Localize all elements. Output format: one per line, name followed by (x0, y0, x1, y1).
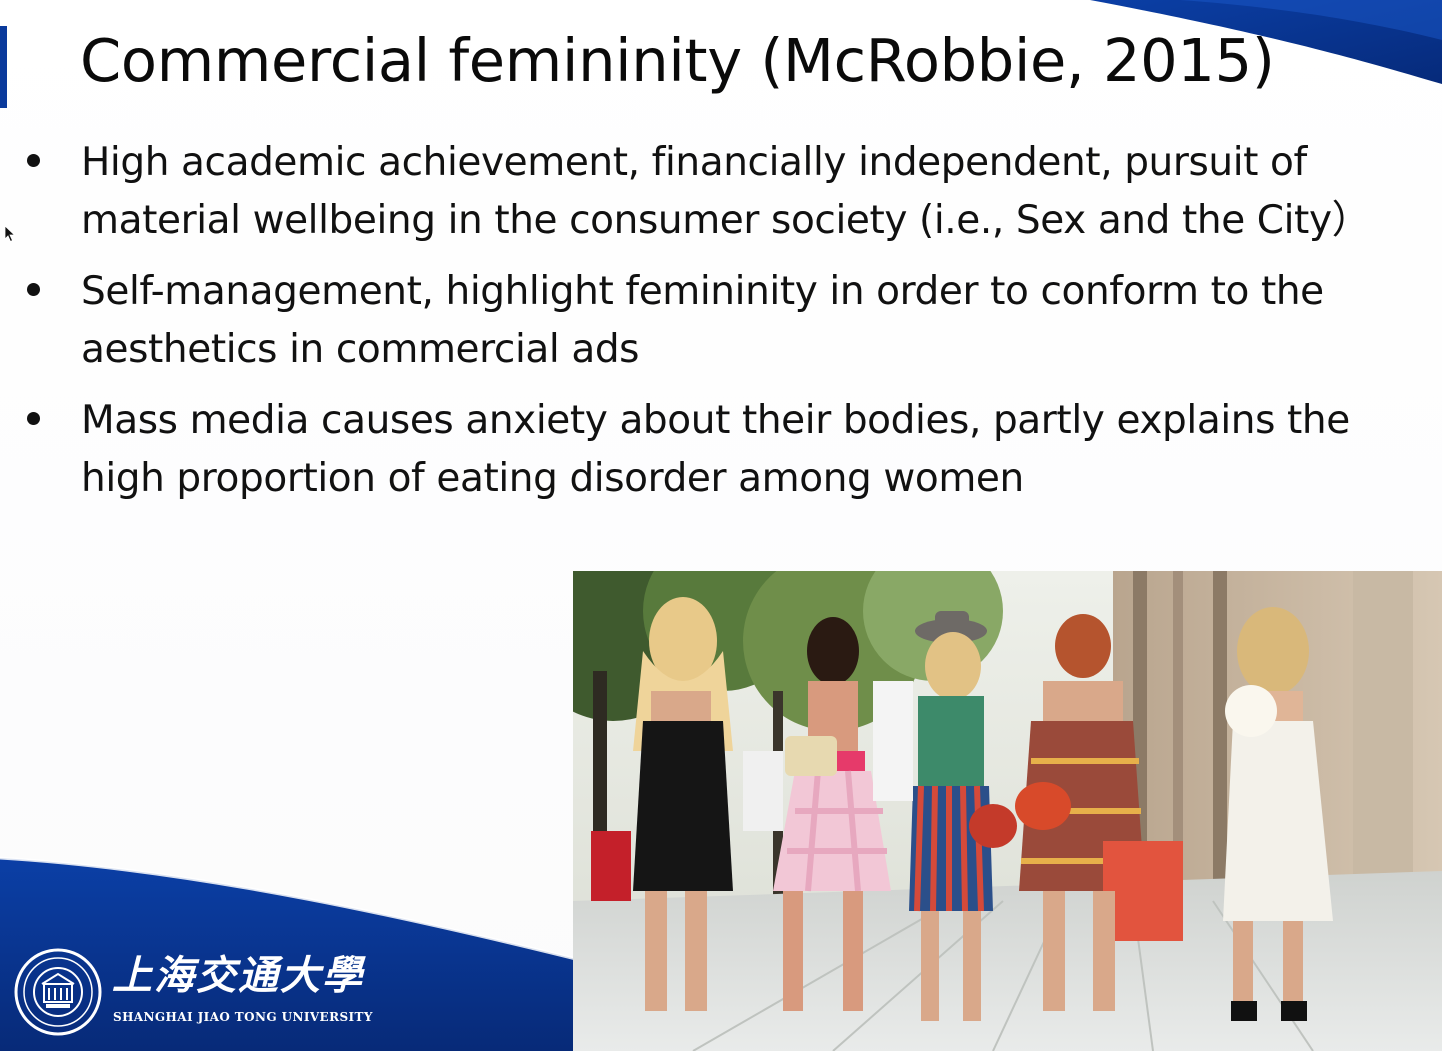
bullet-dot-icon (27, 154, 40, 167)
university-logo: 上海交通大學 SHANGHAI JIAO TONG UNIVERSITY (14, 946, 372, 1036)
bullet-dot-icon (27, 283, 40, 296)
bottom-left-band (0, 858, 600, 1051)
bottom-left-band-edge (0, 856, 601, 967)
top-right-swoosh-highlight (1180, 0, 1442, 40)
university-name-english: SHANGHAI JIAO TONG UNIVERSITY (113, 1010, 373, 1024)
university-seal-icon (14, 948, 102, 1036)
bullet-dot-icon (27, 412, 40, 425)
person-striped-skirt (873, 611, 1017, 1021)
bullet-item: Self-management, highlight femininity in… (0, 263, 1442, 379)
left-accent-bar (0, 26, 7, 108)
person-black-dress (591, 597, 733, 1011)
university-name-chinese: 上海交通大學 (112, 952, 364, 999)
bullet-line: material wellbeing in the consumer socie… (81, 198, 1371, 243)
bullet-line: high proportion of eating disorder among… (81, 456, 1024, 501)
bullet-list: High academic achievement, financially i… (0, 134, 1442, 521)
bullet-line: High academic achievement, financially i… (81, 140, 1307, 185)
person-white-dress (1223, 607, 1333, 1021)
bullet-line: Mass media causes anxiety about their bo… (81, 398, 1350, 443)
street-shopping-photo (573, 571, 1442, 1051)
bullet-line: aesthetics in commercial ads (81, 327, 640, 372)
person-patterned-dress (1015, 614, 1183, 1011)
slide-title: Commercial femininity (McRobbie, 2015) (80, 26, 1275, 95)
bullet-line: Self-management, highlight femininity in… (81, 269, 1324, 314)
person-pink-skirt (743, 617, 891, 1011)
bullet-item: High academic achievement, financially i… (0, 134, 1442, 250)
photo-illustration (573, 571, 1442, 1051)
mouse-cursor-icon (4, 225, 16, 243)
bullet-item: Mass media causes anxiety about their bo… (0, 392, 1442, 508)
